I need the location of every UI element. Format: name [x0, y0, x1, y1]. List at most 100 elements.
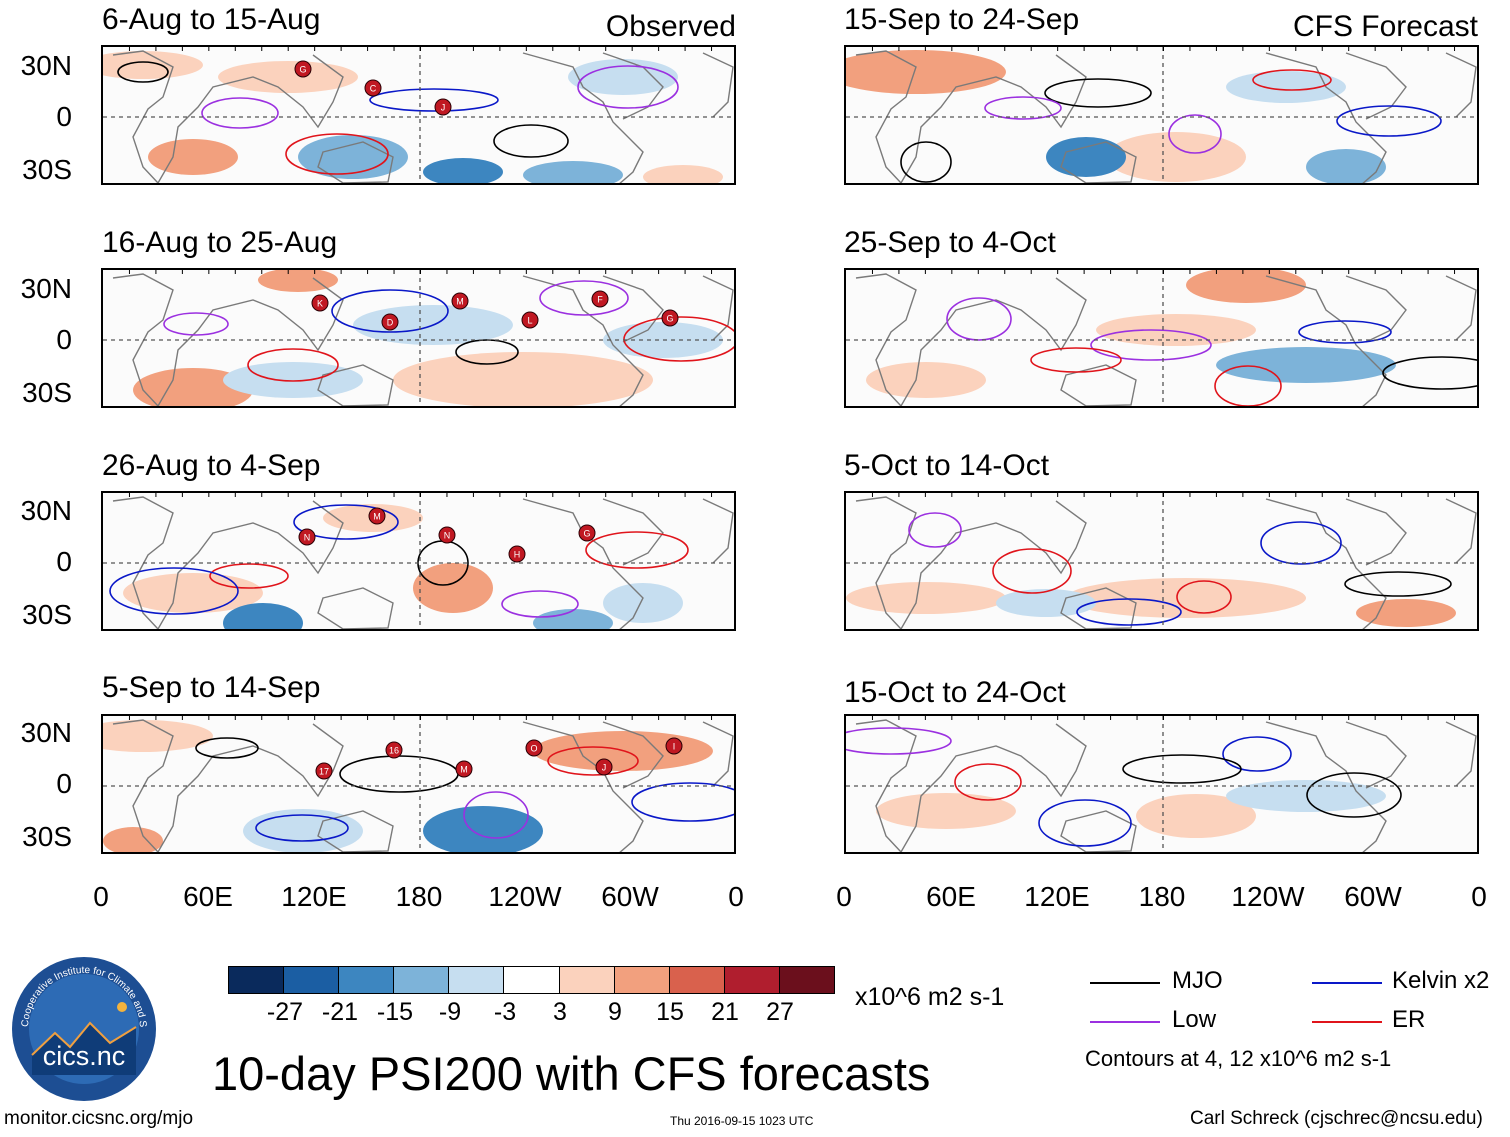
footer-url[interactable]: monitor.cicsnc.org/mjo	[4, 1108, 194, 1129]
lat-label: 30S	[22, 154, 72, 185]
lon-label: 120E	[281, 881, 347, 912]
colorbar-tick: -9	[438, 998, 462, 1026]
legend-er-line	[1312, 1021, 1382, 1023]
storm-label: I	[673, 742, 676, 752]
contours-note: Contours at 4, 12 x10^6 m2 s-1	[1085, 1046, 1392, 1071]
continent-outline	[1345, 275, 1407, 343]
colorbar	[228, 966, 835, 994]
panel-title: 15-Oct to 24-Oct	[844, 676, 1066, 709]
storm-label: J	[602, 763, 607, 773]
continent-outline	[602, 721, 664, 789]
continent-outline	[1060, 364, 1137, 406]
anomaly-shading	[1106, 132, 1246, 182]
anomaly-contour	[1168, 114, 1222, 154]
anomaly-contour	[585, 531, 689, 569]
panel-title: 25-Sep to 4-Oct	[844, 226, 1056, 259]
continent-outline	[112, 719, 344, 852]
anomaly-contour	[1260, 521, 1342, 565]
anomaly-shading	[1186, 270, 1306, 303]
continent-outline	[1445, 498, 1477, 564]
storm-marker	[294, 60, 312, 78]
anomaly-contour	[1030, 347, 1122, 373]
anomaly-shading	[103, 51, 203, 79]
map-panel	[844, 268, 1479, 408]
storm-marker	[434, 98, 452, 116]
storm-marker	[385, 741, 403, 759]
lon-label: 0	[1471, 881, 1487, 912]
continent-outline	[855, 50, 1087, 183]
panel-title: 16-Aug to 25-Aug	[102, 226, 338, 259]
anomaly-contour	[631, 782, 734, 822]
panel-svg	[846, 47, 1477, 183]
anomaly-contour	[1306, 772, 1402, 818]
lon-label: 120W	[488, 881, 562, 912]
colorbar-tick: -27	[266, 998, 304, 1026]
storm-marker	[508, 545, 526, 563]
lat-label: 30S	[22, 599, 72, 630]
legend-kelvin-line	[1312, 982, 1382, 984]
anomaly-shading	[866, 362, 986, 398]
continent-outline	[112, 273, 344, 406]
storm-label: K	[317, 299, 323, 309]
lat-label: 30N	[20, 717, 72, 748]
continent-outline	[112, 496, 344, 629]
lat-label: 0	[56, 768, 72, 799]
storm-label: G	[299, 65, 306, 75]
lon-label: 60E	[183, 881, 233, 912]
anomaly-shading	[103, 720, 213, 752]
continent-outline	[1445, 275, 1477, 341]
storm-marker	[368, 507, 386, 525]
anomaly-contour	[163, 312, 229, 336]
anomaly-shading	[1356, 599, 1456, 627]
storm-marker	[525, 739, 543, 757]
storm-marker	[381, 313, 399, 331]
anomaly-shading	[1226, 71, 1346, 103]
colorbar-swatch	[338, 966, 395, 994]
anomaly-shading	[1306, 149, 1386, 183]
panel-svg: K D M L F G	[103, 270, 734, 406]
anomaly-contour	[1344, 571, 1452, 597]
storm-marker	[438, 526, 456, 544]
continent-outline	[1060, 141, 1137, 183]
anomaly-shading	[218, 61, 358, 93]
continent-outline	[702, 275, 734, 341]
anomaly-shading	[996, 589, 1096, 617]
lon-label: 60E	[926, 881, 976, 912]
storm-label: D	[387, 318, 394, 328]
logo-text: cics.nc	[42, 1041, 126, 1071]
storm-marker	[455, 760, 473, 778]
anomaly-contour	[463, 791, 529, 839]
lon-label: 120W	[1231, 881, 1305, 912]
lat-label: 30S	[22, 377, 72, 408]
storm-label: F	[597, 295, 603, 305]
continent-outline	[602, 275, 664, 343]
anomaly-shading	[413, 563, 493, 613]
anomaly-shading	[876, 793, 1016, 829]
panel-svg: 1716MOJI12	[103, 716, 734, 852]
anomaly-contour	[501, 590, 579, 618]
lon-label: 0	[728, 881, 744, 912]
storm-label: 16	[389, 746, 399, 756]
continent-outline	[855, 496, 1087, 629]
continent-outline	[702, 52, 734, 118]
map-panel: G C J	[101, 45, 736, 185]
anomaly-contour	[846, 727, 952, 755]
anomaly-contour	[1176, 580, 1232, 614]
storm-marker	[595, 758, 613, 776]
continent-outline	[1060, 810, 1137, 852]
anomaly-shading	[643, 165, 723, 183]
anomaly-shading	[148, 139, 238, 175]
legend-low-line	[1090, 1021, 1160, 1023]
continent-outline	[1265, 275, 1387, 406]
storm-marker	[521, 311, 539, 329]
anomaly-contour	[201, 97, 279, 129]
anomaly-shading	[243, 809, 363, 852]
storm-label: O	[530, 744, 537, 754]
storm-label: N	[444, 531, 451, 541]
continent-outline	[702, 721, 734, 787]
lat-label: 30N	[20, 495, 72, 526]
storm-marker	[591, 290, 609, 308]
continent-outline	[522, 275, 644, 406]
map-panel	[844, 714, 1479, 854]
lat-label: 0	[56, 324, 72, 355]
